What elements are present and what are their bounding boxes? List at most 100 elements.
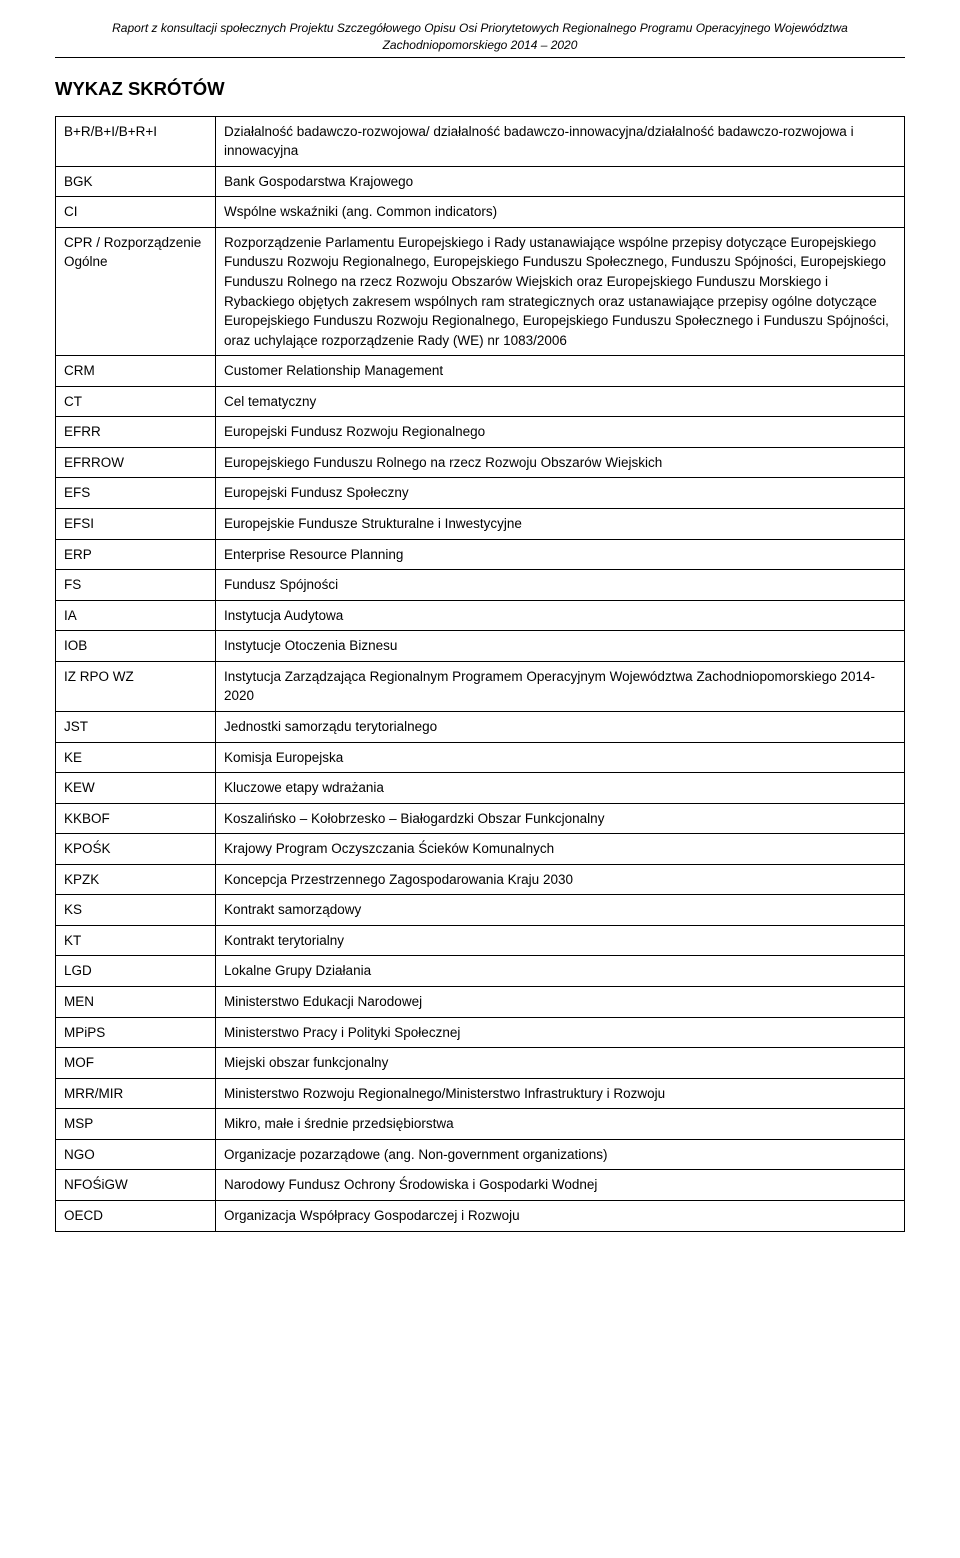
abbr-cell: CRM: [56, 356, 216, 387]
definition-cell: Kluczowe etapy wdrażania: [216, 773, 905, 804]
definition-cell: Miejski obszar funkcjonalny: [216, 1048, 905, 1079]
definition-cell: Organizacja Współpracy Gospodarczej i Ro…: [216, 1200, 905, 1231]
abbr-cell: CT: [56, 386, 216, 417]
definition-cell: Europejski Fundusz Rozwoju Regionalnego: [216, 417, 905, 448]
definition-cell: Instytucja Zarządzająca Regionalnym Prog…: [216, 661, 905, 711]
definition-cell: Koncepcja Przestrzennego Zagospodarowani…: [216, 864, 905, 895]
definition-cell: Customer Relationship Management: [216, 356, 905, 387]
abbr-cell: CPR / Rozporządzenie Ogólne: [56, 227, 216, 355]
definition-cell: Europejskie Fundusze Strukturalne i Inwe…: [216, 509, 905, 540]
abbr-cell: KEW: [56, 773, 216, 804]
definition-cell: Rozporządzenie Parlamentu Europejskiego …: [216, 227, 905, 355]
abbr-cell: KPZK: [56, 864, 216, 895]
abbr-cell: CI: [56, 197, 216, 228]
abbr-cell: JST: [56, 711, 216, 742]
abbr-cell: KKBOF: [56, 803, 216, 834]
table-row: JSTJednostki samorządu terytorialnego: [56, 711, 905, 742]
table-row: EFSEuropejski Fundusz Społeczny: [56, 478, 905, 509]
definition-cell: Koszalińsko – Kołobrzesko – Białogardzki…: [216, 803, 905, 834]
abbr-cell: BGK: [56, 166, 216, 197]
table-row: B+R/B+I/B+R+IDziałalność badawczo-rozwoj…: [56, 116, 905, 166]
table-row: NFOŚiGWNarodowy Fundusz Ochrony Środowis…: [56, 1170, 905, 1201]
table-row: KEWKluczowe etapy wdrażania: [56, 773, 905, 804]
table-row: KEKomisja Europejska: [56, 742, 905, 773]
abbr-cell: IZ RPO WZ: [56, 661, 216, 711]
abbr-cell: KE: [56, 742, 216, 773]
abbr-cell: KPOŚK: [56, 834, 216, 865]
abbr-cell: ERP: [56, 539, 216, 570]
definition-cell: Cel tematyczny: [216, 386, 905, 417]
definition-cell: Instytucje Otoczenia Biznesu: [216, 631, 905, 662]
abbr-cell: FS: [56, 570, 216, 601]
definition-cell: Mikro, małe i średnie przedsiębiorstwa: [216, 1109, 905, 1140]
header-line2: Zachodniopomorskiego 2014 – 2020: [383, 38, 578, 52]
definition-cell: Instytucja Audytowa: [216, 600, 905, 631]
definition-cell: Ministerstwo Rozwoju Regionalnego/Minist…: [216, 1078, 905, 1109]
definition-cell: Kontrakt terytorialny: [216, 925, 905, 956]
abbr-cell: MRR/MIR: [56, 1078, 216, 1109]
header-line1: Raport z konsultacji społecznych Projekt…: [112, 21, 848, 35]
table-row: KSKontrakt samorządowy: [56, 895, 905, 926]
table-row: EFSIEuropejskie Fundusze Strukturalne i …: [56, 509, 905, 540]
abbreviations-table: B+R/B+I/B+R+IDziałalność badawczo-rozwoj…: [55, 116, 905, 1232]
definition-cell: Bank Gospodarstwa Krajowego: [216, 166, 905, 197]
table-row: NGOOrganizacje pozarządowe (ang. Non-gov…: [56, 1139, 905, 1170]
page-title: WYKAZ SKRÓTÓW: [55, 78, 905, 100]
document-header: Raport z konsultacji społecznych Projekt…: [55, 20, 905, 58]
table-row: LGDLokalne Grupy Działania: [56, 956, 905, 987]
table-row: EFRREuropejski Fundusz Rozwoju Regionaln…: [56, 417, 905, 448]
definition-cell: Ministerstwo Edukacji Narodowej: [216, 987, 905, 1018]
abbr-cell: IA: [56, 600, 216, 631]
abbr-cell: EFS: [56, 478, 216, 509]
table-row: MENMinisterstwo Edukacji Narodowej: [56, 987, 905, 1018]
table-row: CIWspólne wskaźniki (ang. Common indicat…: [56, 197, 905, 228]
table-row: MOFMiejski obszar funkcjonalny: [56, 1048, 905, 1079]
abbr-cell: MEN: [56, 987, 216, 1018]
table-row: BGKBank Gospodarstwa Krajowego: [56, 166, 905, 197]
definition-cell: Komisja Europejska: [216, 742, 905, 773]
abbr-cell: MOF: [56, 1048, 216, 1079]
definition-cell: Ministerstwo Pracy i Polityki Społecznej: [216, 1017, 905, 1048]
table-row: ERPEnterprise Resource Planning: [56, 539, 905, 570]
definition-cell: Wspólne wskaźniki (ang. Common indicator…: [216, 197, 905, 228]
table-row: CRMCustomer Relationship Management: [56, 356, 905, 387]
abbr-cell: MPiPS: [56, 1017, 216, 1048]
table-row: KKBOFKoszalińsko – Kołobrzesko – Białoga…: [56, 803, 905, 834]
abbr-cell: EFRR: [56, 417, 216, 448]
definition-cell: Narodowy Fundusz Ochrony Środowiska i Go…: [216, 1170, 905, 1201]
definition-cell: Organizacje pozarządowe (ang. Non-govern…: [216, 1139, 905, 1170]
table-row: MRR/MIRMinisterstwo Rozwoju Regionalnego…: [56, 1078, 905, 1109]
table-row: IZ RPO WZInstytucja Zarządzająca Regiona…: [56, 661, 905, 711]
abbr-cell: NFOŚiGW: [56, 1170, 216, 1201]
table-row: IOBInstytucje Otoczenia Biznesu: [56, 631, 905, 662]
abbr-cell: KT: [56, 925, 216, 956]
abbr-cell: OECD: [56, 1200, 216, 1231]
abbr-cell: EFRROW: [56, 447, 216, 478]
table-row: KPOŚKKrajowy Program Oczyszczania Ściekó…: [56, 834, 905, 865]
table-row: MPiPSMinisterstwo Pracy i Polityki Społe…: [56, 1017, 905, 1048]
abbr-cell: MSP: [56, 1109, 216, 1140]
abbr-cell: EFSI: [56, 509, 216, 540]
table-row: OECDOrganizacja Współpracy Gospodarczej …: [56, 1200, 905, 1231]
definition-cell: Enterprise Resource Planning: [216, 539, 905, 570]
definition-cell: Europejskiego Funduszu Rolnego na rzecz …: [216, 447, 905, 478]
table-row: FSFundusz Spójności: [56, 570, 905, 601]
abbr-cell: B+R/B+I/B+R+I: [56, 116, 216, 166]
table-row: EFRROWEuropejskiego Funduszu Rolnego na …: [56, 447, 905, 478]
table-row: IAInstytucja Audytowa: [56, 600, 905, 631]
definition-cell: Europejski Fundusz Społeczny: [216, 478, 905, 509]
definition-cell: Kontrakt samorządowy: [216, 895, 905, 926]
definition-cell: Fundusz Spójności: [216, 570, 905, 601]
table-row: KPZKKoncepcja Przestrzennego Zagospodaro…: [56, 864, 905, 895]
abbr-cell: KS: [56, 895, 216, 926]
table-row: KTKontrakt terytorialny: [56, 925, 905, 956]
definition-cell: Działalność badawczo-rozwojowa/ działaln…: [216, 116, 905, 166]
abbr-cell: NGO: [56, 1139, 216, 1170]
abbr-cell: LGD: [56, 956, 216, 987]
table-row: CPR / Rozporządzenie OgólneRozporządzeni…: [56, 227, 905, 355]
abbr-cell: IOB: [56, 631, 216, 662]
definition-cell: Krajowy Program Oczyszczania Ścieków Kom…: [216, 834, 905, 865]
definition-cell: Lokalne Grupy Działania: [216, 956, 905, 987]
table-row: CTCel tematyczny: [56, 386, 905, 417]
table-row: MSPMikro, małe i średnie przedsiębiorstw…: [56, 1109, 905, 1140]
